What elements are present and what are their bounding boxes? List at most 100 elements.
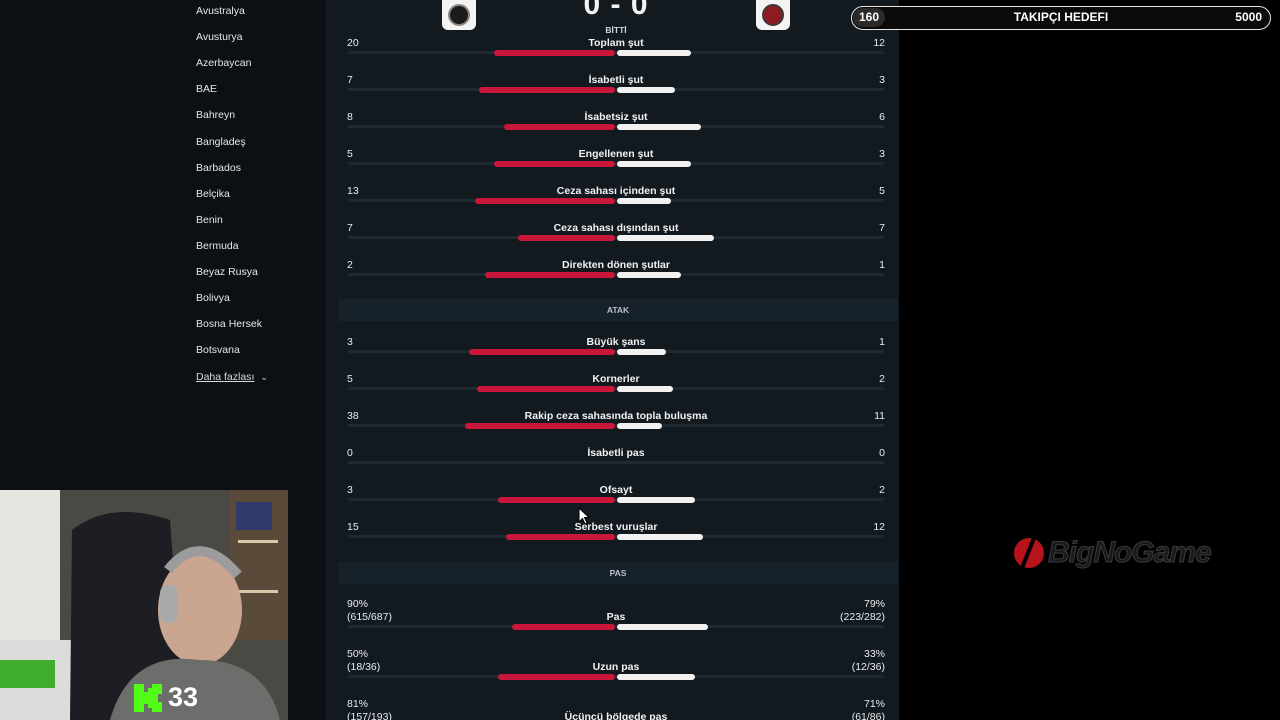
country-link[interactable]: Belçika bbox=[196, 187, 230, 200]
away-team-crest-icon[interactable] bbox=[756, 0, 790, 30]
away-stat-bar bbox=[617, 624, 708, 630]
away-value-main: 71% bbox=[863, 698, 885, 710]
home-stat-bar bbox=[494, 50, 615, 56]
match-statistics-panel[interactable]: 0 - 0 BİTTİ 20 Toplam şut 12 7 İsabetli şut 3… bbox=[326, 0, 899, 720]
away-stat-bar bbox=[617, 124, 701, 130]
home-value: 8 bbox=[347, 111, 353, 123]
stat-label: Büyük şans bbox=[586, 336, 646, 348]
country-link[interactable]: Bosna Hersek bbox=[196, 318, 262, 331]
stat-label: Korner­ler bbox=[592, 373, 640, 385]
stat-track bbox=[348, 461, 884, 464]
away-stat-bar bbox=[617, 423, 662, 429]
home-stat-bar bbox=[512, 624, 615, 630]
stat-track bbox=[348, 199, 884, 202]
away-value: 0 bbox=[879, 447, 885, 459]
section-header-atak: ATAK bbox=[338, 299, 898, 321]
stat-row: 5 Engellenen şut 3 bbox=[326, 148, 899, 182]
stat-track bbox=[348, 625, 884, 628]
stat-row: 15 Serbest vuruşlar 12 bbox=[326, 521, 899, 555]
home-value: 7 bbox=[347, 74, 353, 86]
away-stat-bar bbox=[617, 235, 714, 241]
stat-row: 8 İsabetsiz şut 6 bbox=[326, 111, 899, 145]
stat-row: 0 İsabetli pas 0 bbox=[326, 447, 899, 481]
away-value: 1 bbox=[879, 259, 885, 271]
home-value-main: 50% bbox=[347, 648, 369, 660]
more-countries-link[interactable]: Daha fazlası ⌄ bbox=[196, 371, 268, 383]
home-value: 3 bbox=[347, 484, 353, 496]
stat-row: 2 Direkten dönen şutlar 1 bbox=[326, 259, 899, 293]
home-team-crest-icon[interactable] bbox=[442, 0, 476, 30]
country-link[interactable]: Barbados bbox=[196, 161, 241, 174]
away-value-main: 79% bbox=[863, 598, 885, 610]
home-value: 38 bbox=[347, 410, 359, 422]
stat-label: Pas bbox=[606, 611, 626, 623]
away-value: 12 bbox=[873, 37, 885, 49]
stat-label: Ceza sahası dışından şut bbox=[553, 222, 679, 234]
away-stat-bar bbox=[617, 349, 666, 355]
stat-row: 90% (615/687) Pas 79% (223/282) bbox=[326, 598, 899, 632]
away-value-main: 3 bbox=[879, 148, 885, 160]
country-link[interactable]: Benin bbox=[196, 213, 223, 226]
webcam-feed bbox=[0, 490, 288, 720]
home-stat-bar bbox=[506, 534, 615, 540]
home-value-main: 81% bbox=[347, 698, 369, 710]
country-link[interactable]: Avusturya bbox=[196, 31, 243, 44]
country-link[interactable]: Azerbaycan bbox=[196, 57, 252, 70]
stat-label: Ceza sahası içinden şut bbox=[556, 185, 676, 197]
country-link[interactable]: BAE bbox=[196, 83, 218, 96]
home-value: 5 bbox=[347, 373, 353, 385]
away-value: 71% (61/86) bbox=[852, 698, 885, 720]
chevron-down-icon: ⌄ bbox=[260, 372, 268, 382]
home-value: 50% (18/36) bbox=[347, 648, 380, 674]
stat-track bbox=[348, 535, 884, 538]
stat-track bbox=[348, 236, 884, 239]
country-link[interactable]: Beyaz Rusya bbox=[196, 266, 258, 278]
stat-label: Ofsayt bbox=[599, 484, 633, 496]
home-value-detail: (18/36) bbox=[347, 661, 381, 673]
home-value-main: 90% bbox=[347, 598, 369, 610]
home-value: 7 bbox=[347, 222, 353, 234]
stat-track bbox=[348, 125, 884, 128]
home-stat-bar bbox=[469, 349, 615, 355]
away-value: 33% (12/36) bbox=[852, 648, 885, 674]
away-value: 3 bbox=[879, 74, 885, 86]
home-value-main: 20 bbox=[347, 37, 359, 49]
stat-label: Üçüncü bölgede pas bbox=[564, 711, 668, 720]
home-value-main: 15 bbox=[347, 521, 359, 533]
follower-goal-title: TAKIPÇI HEDEFI bbox=[1013, 10, 1109, 24]
stat-track bbox=[348, 387, 884, 390]
country-link[interactable]: Bangladeş bbox=[196, 135, 246, 148]
away-stat-bar bbox=[617, 198, 671, 204]
stat-row: 38 Rakip ceza sahasında topla buluşma 11 bbox=[326, 410, 899, 444]
away-value: 12 bbox=[873, 521, 885, 533]
away-value-main: 7 bbox=[879, 222, 885, 234]
stat-track bbox=[348, 88, 884, 91]
away-value-detail: (223/282) bbox=[840, 611, 885, 623]
away-stat-bar bbox=[617, 50, 691, 56]
away-stat-bar bbox=[617, 161, 691, 167]
away-value-detail: (12/36) bbox=[851, 661, 885, 673]
home-value: 0 bbox=[347, 447, 353, 459]
stat-label: Engellenen şut bbox=[578, 148, 654, 160]
away-value-main: 11 bbox=[874, 410, 885, 422]
country-link[interactable]: Botsvana bbox=[196, 344, 240, 357]
stat-row: 13 Ceza sahası içinden şut 5 bbox=[326, 185, 899, 219]
away-value: 79% (223/282) bbox=[840, 598, 885, 624]
country-link[interactable]: Avustralya bbox=[196, 5, 245, 17]
home-value: 2 bbox=[347, 259, 353, 271]
mouse-cursor-icon bbox=[578, 507, 590, 525]
away-stat-bar bbox=[617, 534, 703, 540]
country-link[interactable]: Bolivya bbox=[196, 292, 230, 305]
stat-label: İsabetli şut bbox=[588, 74, 644, 86]
country-link[interactable]: Bermuda bbox=[196, 239, 239, 252]
home-value: 81% (157/193) bbox=[347, 698, 392, 720]
stat-track bbox=[348, 498, 884, 501]
home-value-main: 7 bbox=[347, 222, 353, 234]
away-value: 2 bbox=[879, 373, 885, 385]
home-stat-bar bbox=[498, 674, 615, 680]
stat-track bbox=[348, 51, 884, 54]
home-value-main: 2 bbox=[347, 259, 353, 271]
country-link[interactable]: Bahreyn bbox=[196, 109, 236, 122]
home-value-main: 38 bbox=[347, 410, 359, 422]
stat-row: 20 Toplam şut 12 bbox=[326, 37, 899, 71]
